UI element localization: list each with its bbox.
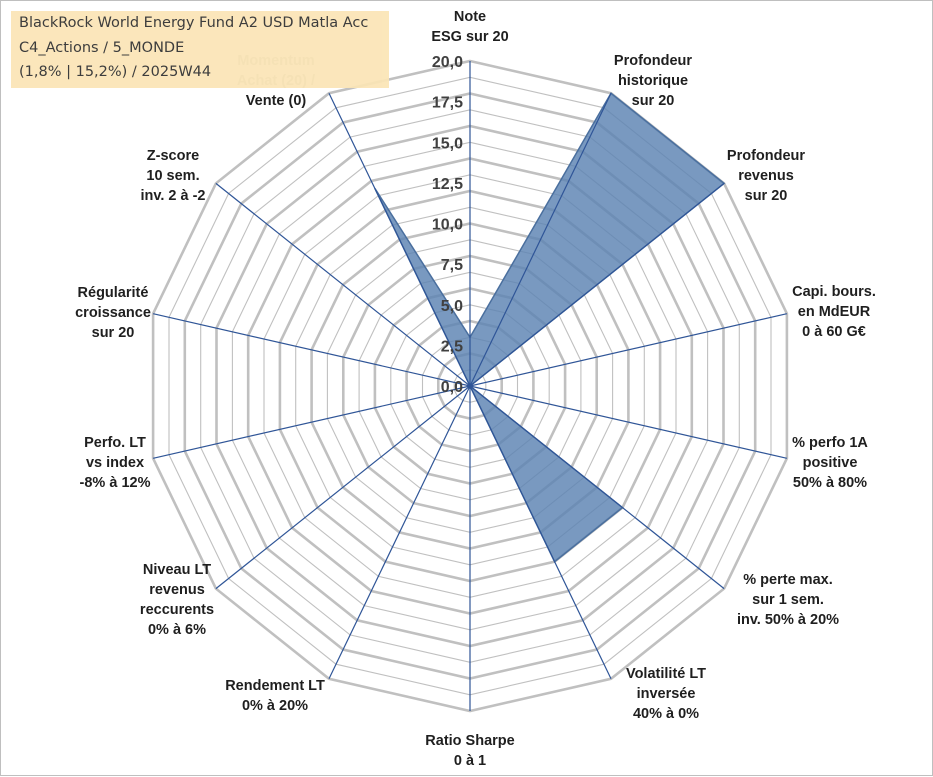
tick-label: 7,5 xyxy=(441,257,463,274)
tick-label: 17,5 xyxy=(432,95,463,112)
tick-label: 5,0 xyxy=(441,298,463,315)
axis-label: % perte max.sur 1 sem.inv. 50% à 20% xyxy=(737,572,839,628)
chart-title-fund-name: BlackRock World Energy Fund A2 USD Matla… xyxy=(19,15,368,31)
tick-label: 12,5 xyxy=(432,176,463,193)
tick-label: 2,5 xyxy=(441,338,463,355)
series-area xyxy=(375,93,724,562)
tick-label: 20,0 xyxy=(432,54,463,71)
chart-title-category: C4_Actions / 5_MONDE xyxy=(19,40,184,56)
radar-series xyxy=(375,93,725,562)
chart-title-stats: (1,8% | 15,2%) / 2025W44 xyxy=(19,64,211,80)
radar-tick-labels: 0,0 2,5 5,0 7,5 10,0 12,5 15,0 17,5 20,0 xyxy=(432,54,463,396)
tick-label: 10,0 xyxy=(432,217,463,234)
tick-label: 15,0 xyxy=(432,135,463,152)
tick-label: 0,0 xyxy=(441,379,463,396)
chart-title-box: BlackRock World Energy Fund A2 USD Matla… xyxy=(11,11,389,88)
